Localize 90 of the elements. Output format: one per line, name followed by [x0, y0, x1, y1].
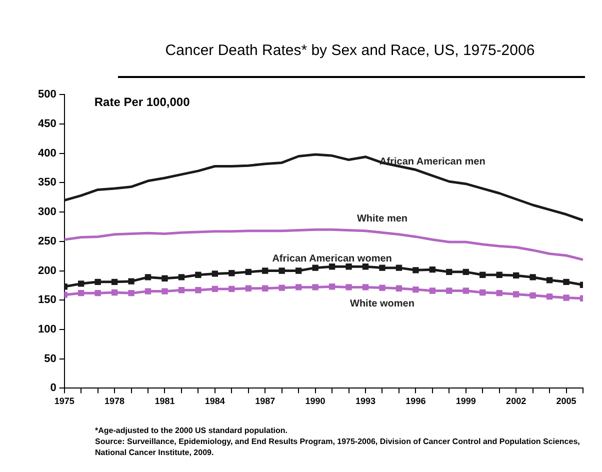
point	[563, 278, 570, 286]
x-tick-label: 1999	[456, 396, 476, 406]
point	[379, 284, 386, 291]
series-label: White men	[356, 213, 408, 224]
point	[228, 270, 235, 276]
point	[178, 287, 185, 294]
x-tick-label: 1981	[154, 396, 175, 406]
x-tick-label: 1987	[255, 396, 276, 406]
point	[162, 288, 168, 294]
point	[530, 292, 536, 299]
x-tick-label: 1990	[305, 396, 326, 406]
series-label: White women	[350, 298, 414, 310]
point	[195, 287, 202, 294]
y-tick-label: 150	[38, 294, 56, 306]
point	[379, 264, 386, 271]
point	[346, 264, 352, 270]
source-note: Source: Surveillance, Epidemiology, and End Results Program, 1975-2006, Division of Cancer Control and Population Sciences, National Cancer Institute, 2009.	[95, 436, 581, 458]
point	[278, 268, 285, 274]
y-tick-label: 250	[38, 235, 56, 248]
x-tick-label: 2005	[556, 396, 576, 406]
point	[512, 272, 520, 279]
point	[94, 278, 101, 286]
point	[228, 286, 235, 292]
point	[362, 264, 369, 270]
point	[128, 290, 134, 296]
point	[162, 275, 168, 282]
point	[128, 278, 134, 284]
point	[328, 264, 336, 270]
x-tick-label: 1996	[406, 396, 426, 406]
point	[262, 268, 268, 274]
point	[94, 290, 101, 296]
point	[295, 284, 302, 290]
point	[245, 285, 252, 292]
x-tick-label: 1978	[104, 396, 125, 406]
series-label: African American women	[272, 253, 392, 264]
x-tick-label: 1975	[54, 396, 74, 406]
x-tick-label: 2002	[506, 396, 526, 406]
point	[111, 278, 118, 286]
point	[195, 272, 202, 278]
point	[144, 274, 152, 280]
y-tick-label: 300	[38, 206, 56, 218]
point	[212, 286, 218, 292]
point	[78, 290, 84, 296]
y-tick-label: 400	[38, 147, 56, 160]
point	[178, 274, 185, 280]
y-tick-label: 200	[38, 264, 56, 277]
chart-title: Cancer Death Rates* by Sex and Race, US, 1975-2006	[164, 42, 536, 59]
point	[295, 268, 302, 274]
point	[144, 288, 152, 294]
point	[563, 294, 570, 301]
point	[278, 284, 285, 291]
y-tick-label: 450	[38, 118, 56, 130]
series-label: African American men	[380, 156, 486, 168]
point	[312, 264, 318, 271]
text: *Age-adjusted to the 2000 US standard population.	[95, 425, 288, 436]
point	[462, 288, 469, 294]
y-tick-label: 50	[44, 352, 56, 365]
point	[111, 289, 118, 296]
x-tick-label: 1993	[355, 396, 376, 406]
y-tick-label: 100	[38, 324, 56, 336]
y-tick-label: 0	[50, 382, 56, 394]
point	[412, 267, 419, 274]
y-axis-title: Rate Per 100,000	[94, 94, 190, 109]
point	[396, 264, 402, 271]
x-tick-label: 1984	[204, 396, 225, 406]
point	[328, 284, 336, 290]
point	[496, 290, 502, 296]
point	[462, 268, 469, 276]
point	[496, 272, 502, 278]
point	[480, 289, 486, 296]
point	[546, 294, 553, 300]
y-tick-label: 350	[38, 176, 56, 189]
point	[245, 268, 252, 276]
point	[262, 285, 268, 292]
point	[362, 284, 369, 290]
point	[512, 291, 520, 298]
point	[446, 268, 452, 276]
point	[546, 277, 553, 284]
point	[480, 272, 486, 278]
point	[530, 274, 536, 280]
point	[412, 286, 419, 293]
point	[312, 284, 318, 290]
point	[346, 284, 352, 290]
point	[396, 285, 402, 292]
point	[429, 266, 436, 273]
point	[429, 288, 436, 294]
y-tick-label: 500	[38, 88, 56, 101]
point	[212, 270, 218, 277]
point	[78, 280, 84, 287]
point	[446, 288, 452, 294]
